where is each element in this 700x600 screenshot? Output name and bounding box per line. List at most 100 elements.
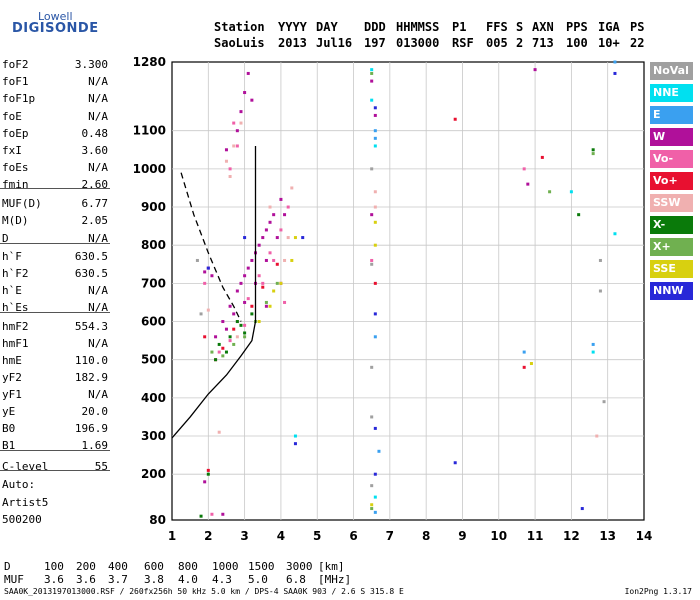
- data-point-w: [261, 236, 265, 240]
- param-name: foEs: [2, 161, 29, 174]
- data-point-w: [235, 289, 239, 293]
- data-point-x: [224, 350, 228, 354]
- data-point-vo: [522, 167, 526, 171]
- table-cell: 3000: [286, 560, 313, 573]
- data-point-x: [217, 342, 221, 346]
- param-row: h`Es N/A: [2, 301, 108, 317]
- data-point-vo: [257, 274, 261, 278]
- table-cell: 1500: [248, 560, 275, 573]
- table-cell: 200: [76, 560, 96, 573]
- header-row2-col-0: SaoLuis: [214, 36, 265, 50]
- data-point-x: [370, 71, 374, 75]
- param-row: fmin 2.60: [2, 178, 108, 194]
- data-point-vo: [235, 144, 239, 148]
- data-point-vo: [283, 300, 287, 304]
- param-row: foF2 3.300: [2, 58, 108, 74]
- param-row: C-level 55: [2, 460, 108, 476]
- header-row1-col-7: S: [516, 20, 524, 34]
- data-point-x: [235, 320, 239, 324]
- header-row2-col-1: 2013: [278, 36, 307, 50]
- data-point-x: [228, 335, 232, 339]
- data-point-vo: [203, 281, 207, 285]
- param-value: N/A: [88, 75, 108, 88]
- data-point-w: [264, 258, 268, 262]
- auto-program: Artist5: [2, 496, 49, 509]
- param-value: N/A: [88, 301, 108, 314]
- param-row: foEs N/A: [2, 161, 108, 177]
- table-cell: 1000: [212, 560, 239, 573]
- param-name: h`Es: [2, 301, 29, 314]
- data-point-nne: [569, 190, 573, 194]
- param-value: 630.5: [74, 267, 108, 280]
- data-point-sse: [529, 362, 533, 366]
- param-value: 3.60: [81, 144, 109, 157]
- data-point-vo: [272, 258, 276, 262]
- param-row: foF1 N/A: [2, 75, 108, 91]
- data-point-nnw: [243, 236, 247, 240]
- data-point-x: [250, 312, 254, 316]
- header-row2-col-3: 197: [364, 36, 386, 50]
- data-point-nnw: [373, 426, 377, 430]
- param-value: 182.9: [74, 371, 108, 384]
- data-point-w: [221, 512, 225, 516]
- x-tick-label: 9: [458, 529, 466, 543]
- table-cell: 5.0: [248, 573, 268, 586]
- data-point-w: [373, 113, 377, 117]
- data-point-e: [373, 129, 377, 133]
- auto-label: Auto:: [2, 478, 36, 491]
- data-point-ssw: [595, 434, 599, 438]
- param-value: 630.5: [74, 250, 108, 263]
- data-point-w: [272, 213, 276, 217]
- data-point-x: [243, 331, 247, 335]
- data-point-vo: [228, 167, 232, 171]
- x-tick-label: 4: [277, 529, 285, 543]
- param-row: h`F 630.5: [2, 250, 108, 266]
- table-cell: 4.0: [178, 573, 198, 586]
- data-point-vo: [286, 205, 290, 209]
- data-point-ssw: [286, 236, 290, 240]
- param-row: hmE 110.0: [2, 354, 108, 370]
- param-name: B0: [2, 422, 16, 435]
- table-row-label: D: [4, 560, 11, 573]
- legend-item-nnw: NNW: [650, 282, 693, 300]
- param-row: h`E N/A: [2, 284, 108, 300]
- data-point-x: [221, 354, 225, 358]
- data-point-w: [246, 266, 250, 270]
- legend-item-x: X+: [650, 238, 693, 256]
- data-point-x: [210, 350, 214, 354]
- param-name: h`F2: [2, 267, 29, 280]
- x-tick-label: 6: [349, 529, 357, 543]
- header-row2-col-4: 013000: [396, 36, 440, 50]
- param-value: 554.3: [74, 320, 108, 333]
- data-point-nnw: [373, 472, 377, 476]
- data-point-ssw: [268, 205, 272, 209]
- param-name: D: [2, 232, 9, 245]
- param-value: 6.77: [81, 197, 109, 210]
- data-point-w: [224, 148, 228, 152]
- param-value: 2.60: [81, 178, 109, 191]
- x-tick-label: 12: [563, 529, 580, 543]
- header-row2-col-5: RSF: [452, 36, 474, 50]
- table-cell: 6.8: [286, 573, 306, 586]
- data-point-w: [232, 312, 236, 316]
- header-row1-col-1: YYYY: [278, 20, 307, 34]
- param-row: B1 1.69: [2, 439, 108, 455]
- data-point-sse: [257, 320, 261, 324]
- data-point-nne: [293, 434, 297, 438]
- auto-code: 500200: [2, 513, 42, 526]
- data-point-x: [232, 342, 236, 346]
- data-point-w: [239, 281, 243, 285]
- header-row2-col-7: 2: [516, 36, 524, 50]
- param-divider: [0, 312, 110, 313]
- param-name: fmin: [2, 178, 29, 191]
- param-divider: [0, 470, 110, 471]
- header-row2-col-10: 10+: [598, 36, 620, 50]
- y-tick-label: 80: [149, 513, 166, 527]
- data-point-x: [199, 514, 203, 518]
- param-name: C-level: [2, 460, 49, 473]
- x-tick-label: 8: [422, 529, 430, 543]
- y-tick-label: 400: [141, 391, 166, 405]
- data-point-w: [264, 228, 268, 232]
- data-point-vo: [453, 117, 457, 121]
